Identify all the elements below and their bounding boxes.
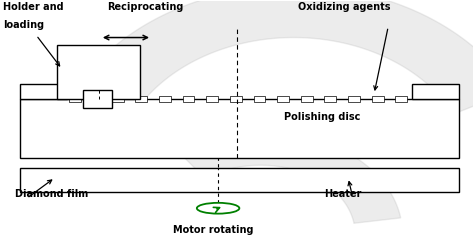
Bar <box>19 168 459 192</box>
Bar <box>57 45 140 99</box>
Ellipse shape <box>197 203 239 214</box>
Text: Motor rotating: Motor rotating <box>173 226 254 235</box>
Polygon shape <box>75 0 474 114</box>
Bar <box>277 96 289 102</box>
Text: loading: loading <box>3 20 44 30</box>
Bar <box>112 96 124 102</box>
Bar <box>83 90 112 107</box>
Text: Reciprocating: Reciprocating <box>107 2 183 12</box>
Text: Diamond film: Diamond film <box>15 189 88 199</box>
Text: Oxidizing agents: Oxidizing agents <box>299 2 391 12</box>
Bar <box>230 96 242 102</box>
Bar <box>348 96 360 102</box>
Bar <box>136 96 147 102</box>
Polygon shape <box>177 131 401 223</box>
Bar <box>19 84 67 99</box>
Bar <box>395 96 407 102</box>
Bar <box>91 96 102 102</box>
Text: Heater: Heater <box>324 189 362 199</box>
Text: Holder and: Holder and <box>3 2 64 12</box>
Bar <box>159 96 171 102</box>
Bar <box>301 96 313 102</box>
Bar <box>324 96 336 102</box>
Bar <box>182 96 194 102</box>
Bar <box>69 96 81 102</box>
Bar <box>19 99 459 158</box>
Bar <box>206 96 218 102</box>
Text: Polishing disc: Polishing disc <box>284 112 361 123</box>
Bar <box>372 96 383 102</box>
Bar <box>254 96 265 102</box>
Bar <box>412 84 459 99</box>
